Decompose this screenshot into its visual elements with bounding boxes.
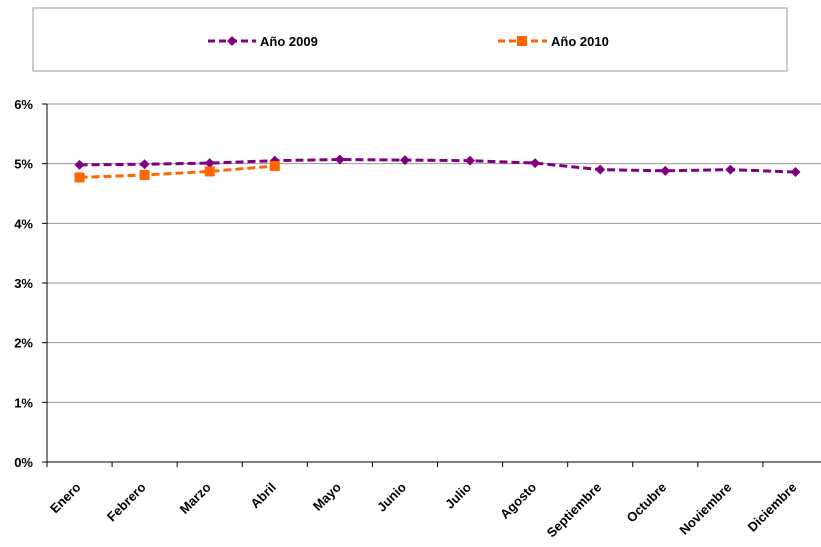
- series-line: [79, 157, 796, 174]
- y-tick-label: 4%: [14, 216, 33, 231]
- x-tick-label: Octubre: [624, 480, 670, 526]
- data-point: [465, 155, 476, 166]
- legend-item-2009: Año 2009: [208, 34, 318, 49]
- series-layer: [74, 154, 801, 183]
- legend: Año 2009 Año 2010: [32, 7, 788, 72]
- data-point: [269, 161, 280, 172]
- data-point: [74, 172, 85, 183]
- data-point: [204, 166, 215, 177]
- x-tick-label: Marzo: [177, 479, 214, 516]
- x-tick-label: Agosto: [497, 479, 539, 521]
- legend-marker-2010: [517, 36, 527, 46]
- x-axis-ticks: Enero Febrero Marzo Abril Mayo Junio Julio Agos…: [46, 462, 800, 541]
- y-axis-ticks: 0% 1% 2% 3% 4% 5% 6%: [14, 97, 47, 470]
- legend-item-2010: Año 2010: [498, 34, 609, 49]
- x-tick-label: Mayo: [310, 479, 344, 513]
- data-point: [790, 167, 801, 178]
- y-tick-label: 2%: [14, 336, 33, 351]
- series-line: [79, 164, 275, 179]
- y-tick-label: 6%: [14, 97, 33, 112]
- x-tick-label: Julio: [442, 479, 474, 511]
- legend-label-2010: Año 2010: [551, 34, 609, 49]
- legend-label-2009: Año 2009: [260, 34, 318, 49]
- data-point: [139, 159, 150, 170]
- series-1: [74, 161, 280, 183]
- x-tick-label: Septiembre: [544, 480, 605, 541]
- x-tick-label: Febrero: [104, 479, 149, 524]
- x-tick-label: Enero: [47, 479, 84, 516]
- data-point: [139, 170, 150, 181]
- data-point: [595, 164, 606, 175]
- x-tick-label: Junio: [374, 479, 409, 514]
- data-point: [399, 155, 410, 166]
- data-point: [725, 164, 736, 175]
- x-tick-label: Abril: [247, 480, 279, 512]
- data-point: [74, 159, 85, 170]
- y-tick-label: 1%: [14, 395, 33, 410]
- y-tick-label: 5%: [14, 157, 33, 172]
- data-point: [334, 154, 345, 165]
- axes: [46, 104, 821, 463]
- x-tick-label: Diciembre: [745, 480, 800, 535]
- data-point: [204, 158, 215, 169]
- legend-box: [32, 7, 788, 72]
- x-tick-label: Noviembre: [676, 480, 734, 538]
- series-0: [74, 154, 801, 178]
- y-tick-label: 3%: [14, 276, 33, 291]
- gridlines: [47, 103, 821, 403]
- data-point: [660, 165, 671, 176]
- legend-marker-2009: [227, 36, 237, 46]
- y-tick-label: 0%: [14, 455, 33, 470]
- data-point: [530, 158, 541, 169]
